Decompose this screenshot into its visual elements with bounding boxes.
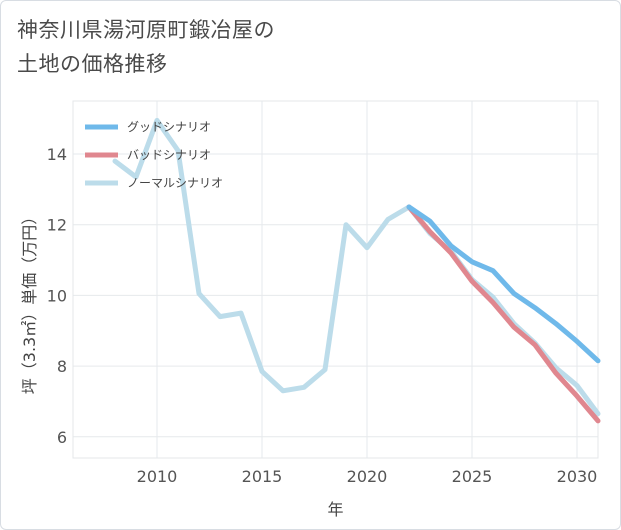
x-tick-label: 2030: [557, 467, 598, 486]
x-tick-label: 2010: [137, 467, 178, 486]
chart-title-line1: 神奈川県湯河原町鍛冶屋の: [17, 18, 275, 42]
legend-item-1[interactable]: バッドシナリオ: [85, 148, 211, 162]
legend-label: ノーマルシナリオ: [127, 176, 223, 190]
y-axis-ticks: 6 8 10 12 14: [47, 145, 67, 447]
legend-item-0[interactable]: グッドシナリオ: [85, 120, 211, 134]
legend-label: グッドシナリオ: [127, 120, 211, 134]
plot-frame: [72, 100, 599, 459]
y-tick-label: 6: [57, 428, 67, 447]
x-axis-ticks: 2010 2015 2020 2025 2030: [137, 467, 598, 486]
y-axis-title: 坪（3.3㎡）単価（万円）: [20, 209, 39, 394]
x-axis-title: 年: [327, 500, 343, 519]
legend-label: バッドシナリオ: [127, 148, 211, 162]
chart-title-line2: 土地の価格推移: [17, 52, 168, 76]
x-tick-label: 2015: [242, 467, 283, 486]
y-tick-label: 14: [47, 145, 67, 164]
y-tick-label: 12: [47, 216, 67, 235]
legend-item-2[interactable]: ノーマルシナリオ: [85, 176, 223, 190]
series-line-0: [406, 204, 601, 364]
series-layer: [112, 117, 601, 424]
y-tick-label: 10: [47, 286, 67, 305]
y-tick-label: 8: [57, 357, 67, 376]
chart-title: 神奈川県湯河原町鍛冶屋の 土地の価格推移: [17, 13, 437, 81]
series-line-2: [112, 117, 601, 417]
x-tick-label: 2025: [452, 467, 493, 486]
x-tick-label: 2020: [347, 467, 388, 486]
series-line-1: [406, 204, 601, 424]
